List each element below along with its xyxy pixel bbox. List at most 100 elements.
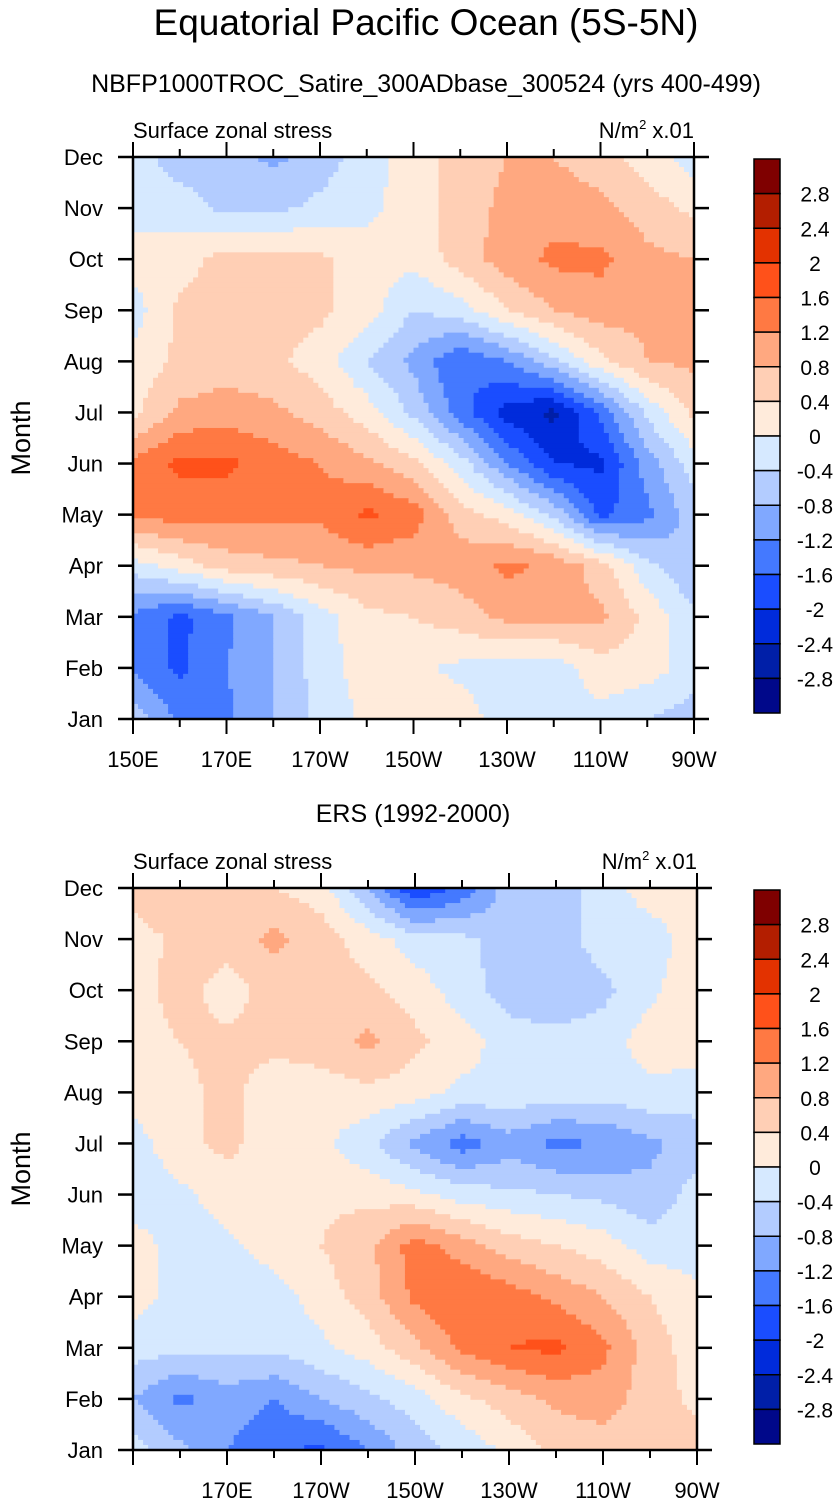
contour-cell [498,267,560,274]
contour-cell [133,1319,315,1326]
contour-cell [363,453,410,459]
contour-cell [408,613,490,620]
colorbar-box [753,296,781,333]
contour-cell [535,1439,698,1446]
contour-cell [513,322,555,329]
contour-cell [613,372,640,379]
contour-cell [588,362,620,369]
contour-cell [133,563,159,570]
contour-cell [586,1224,698,1230]
contour-cell [133,317,144,324]
contour-cell [488,232,645,238]
contour-cell [633,417,650,424]
contour-cell [425,1369,461,1376]
contour-cell [563,392,585,399]
contour-cell [228,653,274,660]
contour-cell [598,513,610,519]
contour-cell [475,1239,542,1245]
colorbar-box [753,608,781,645]
contour-cell [480,1138,547,1145]
contour-cell [438,237,485,243]
contour-cell [603,272,695,279]
contour-cell [203,998,250,1005]
y-tick-label: Jun [68,1183,103,1208]
contour-cell [299,898,341,904]
contour-cell [334,893,356,899]
contour-cell [490,1359,607,1366]
contour-cell [558,367,580,374]
contour-cell [338,352,375,359]
contour-cell [399,913,471,919]
contour-cell [623,327,695,334]
contour-cell [333,277,400,284]
contour-cell [268,162,279,168]
contour-cell [268,1058,290,1065]
contour-cell [533,357,560,364]
contour-cell [666,1329,698,1336]
contour-cell [445,1249,497,1255]
contour-cell [528,342,560,349]
contour-cell [583,392,605,399]
contour-cell [133,1158,164,1165]
contour-cell [213,608,259,615]
contour-cell [688,367,695,374]
contour-cell [418,417,440,424]
contour-cell [440,1379,492,1386]
contour-cell [626,1394,683,1401]
contour-cell [373,483,420,489]
x-tick-label: 170W [291,747,349,772]
contour-cell [510,1419,597,1426]
contour-cell [343,653,670,660]
contour-cell [608,648,670,655]
contour-cell [613,202,675,208]
contour-cell [408,498,435,504]
contour-cell [638,618,670,625]
contour-cell [389,1399,436,1406]
contour-cell [183,1043,361,1050]
contour-cell [478,387,555,394]
contour-cell [388,292,455,299]
contour-cell [473,427,495,434]
left-string: Surface zonal stress [133,849,332,874]
contour-cell [540,1214,638,1220]
colorbar-label: -1.2 [797,530,833,553]
contour-cell [133,1118,139,1125]
contour-cell [678,518,695,524]
contour-cell [148,307,174,314]
contour-cell [363,603,480,610]
contour-cell [430,973,487,979]
contour-cell [368,397,400,404]
contour-cell [603,322,695,329]
contour-cell [636,1359,678,1366]
contour-cell [133,553,179,560]
contour-cell [663,478,690,484]
contour-cell [133,1184,189,1190]
contour-cell [409,958,482,964]
contour-cell [228,668,274,675]
contour-cell [409,1138,451,1145]
contour-cell [453,412,475,419]
contour-cell [583,443,615,449]
contour-cell [133,327,139,334]
contour-cell [563,558,600,565]
contour-cell [548,417,555,424]
contour-cell [313,377,354,384]
contour-cell [133,247,440,253]
contour-cell [638,578,675,585]
contour-cell [631,1279,698,1286]
y-axis-label: Month [6,400,36,475]
contour-cell [581,908,648,914]
colorbar-label: 0.4 [800,391,830,414]
contour-cell [334,1344,386,1351]
contour-cell [188,668,229,675]
contour-cell [168,342,299,349]
contour-cell [435,1374,477,1381]
contour-cell [359,1439,396,1446]
contour-cell [153,1148,215,1155]
contour-cell [445,1409,502,1416]
contour-cell [378,347,415,354]
y-tick-label: Jul [75,1131,103,1156]
colorbar-label: 2.8 [800,184,829,207]
contour-cell [133,918,144,924]
contour-cell [618,533,670,539]
